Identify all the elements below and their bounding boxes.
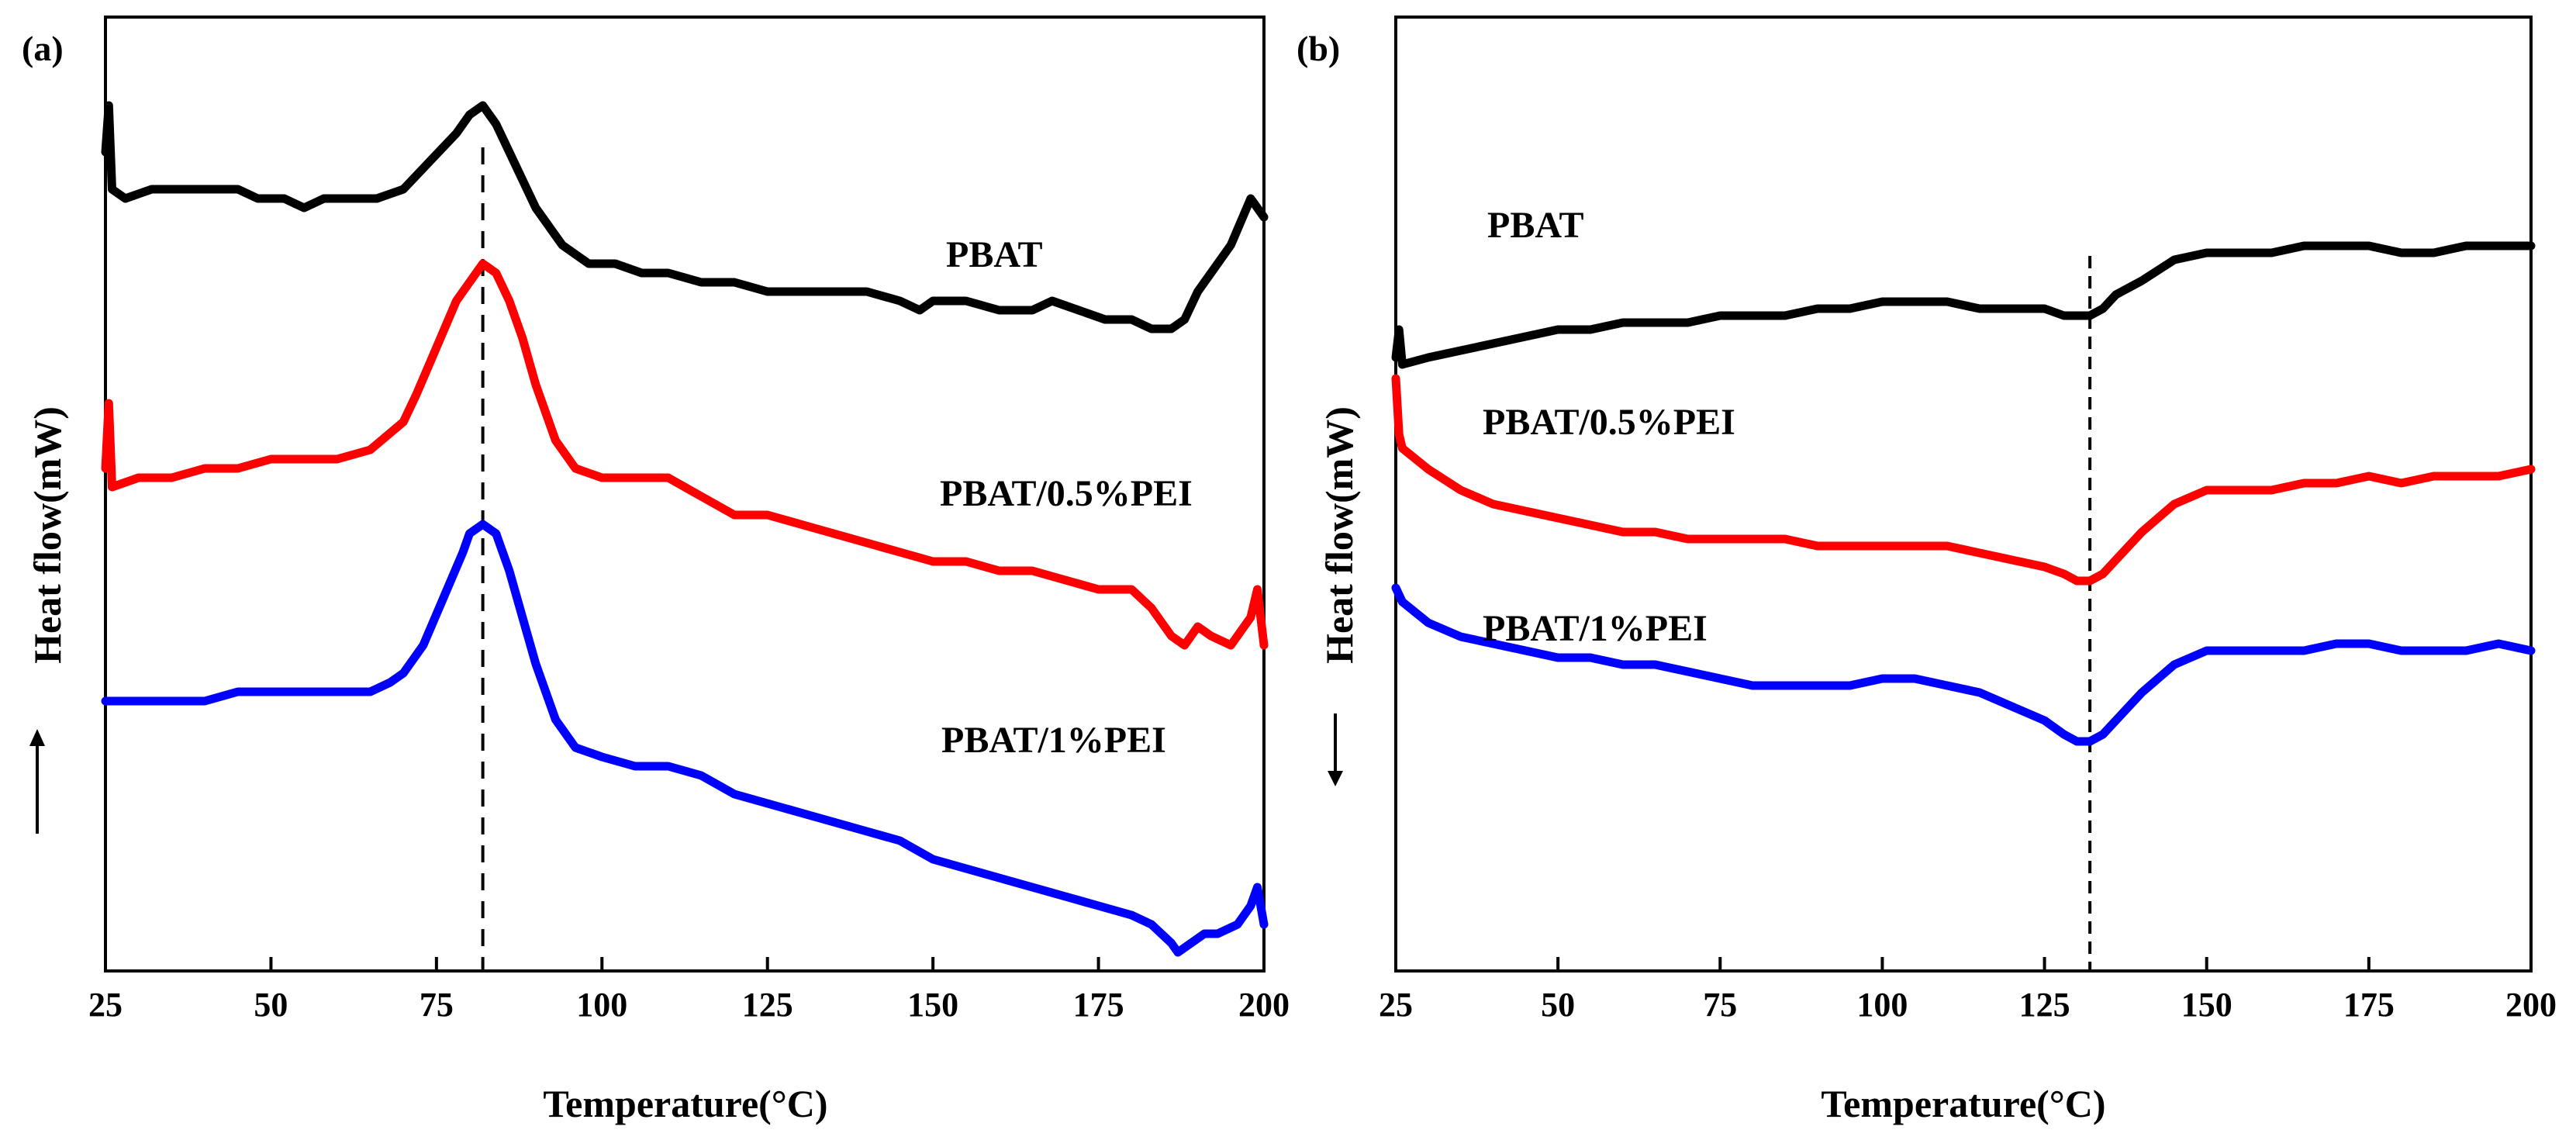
y-axis-arrow-down-icon	[1328, 713, 1343, 786]
series-label-pbat-1pei-b: PBAT/1%PEI	[1483, 608, 1708, 649]
y-axis-label-b: Heat flow(mW)	[1317, 406, 1361, 664]
x-tick-label-a: 75	[420, 986, 454, 1024]
series-label-pbat-a: PBAT	[946, 234, 1042, 275]
series-label-pbat-b: PBAT	[1487, 205, 1583, 246]
series-line-pbat-1-pei-b	[1391, 583, 2536, 746]
x-tick-label-b: 50	[1541, 986, 1575, 1024]
x-tick-label-b: 125	[2019, 986, 2070, 1024]
x-tick-label-a: 100	[576, 986, 627, 1024]
series-label-pbat-05pei-a: PBAT/0.5%PEI	[940, 473, 1193, 514]
curves-b	[1391, 241, 2536, 746]
series-line-pbat-b	[1391, 241, 2536, 369]
x-tick-label-b: 200	[2505, 986, 2557, 1024]
x-tick-label-a: 125	[742, 986, 793, 1024]
x-tick-label-b: 25	[1379, 986, 1413, 1024]
series-line-pbat-a	[101, 101, 1269, 333]
x-tick-label-a: 175	[1073, 986, 1124, 1024]
x-tick-label-a: 200	[1238, 986, 1290, 1024]
x-tick-label-b: 175	[2343, 986, 2395, 1024]
series-line-pbat-0-5-pei-b	[1391, 374, 2536, 586]
series-line-pbat-1-pei-a	[101, 520, 1269, 957]
panel-b: (b) Heat flow(mW) 25 50 75 100 125 150 175 200 …	[1297, 16, 2557, 1125]
series-line-pbat-0-5-pei-a	[101, 259, 1269, 650]
y-axis-title-a: Heat flow(mW)	[26, 406, 69, 664]
x-tick-label-a: 50	[254, 986, 288, 1024]
plot-frame-a	[104, 16, 1266, 973]
x-axis-label-b: Temperature(°C)	[1821, 1082, 2105, 1125]
x-tick-label-b: 100	[1856, 986, 1908, 1024]
x-tick-label-a: 25	[88, 986, 123, 1024]
curves-a	[101, 101, 1269, 957]
x-tick-label-a: 150	[907, 986, 958, 1024]
x-axis-label-a: Temperature(°C)	[543, 1082, 827, 1125]
x-axis-b: 25 50 75 100 125 150 175 200	[1379, 957, 2557, 1024]
plot-frame-b	[1394, 16, 2533, 973]
panel-label-a: (a)	[22, 29, 64, 68]
series-label-pbat-05pei-b: PBAT/0.5%PEI	[1483, 402, 1735, 443]
x-tick-label-b: 75	[1703, 986, 1737, 1024]
panel-label-b: (b)	[1297, 29, 1340, 68]
y-axis-arrow-up-icon	[29, 729, 45, 834]
x-tick-label-b: 150	[2181, 986, 2232, 1024]
series-label-pbat-1pei-a: PBAT/1%PEI	[941, 720, 1166, 761]
y-axis-title-b: Heat flow(mW)	[1317, 406, 1361, 664]
y-axis-label-a: Heat flow(mW)	[26, 406, 69, 664]
panel-a: (a) Heat flow(mW) 25 50 75 100 125 150 175 200 …	[22, 16, 1290, 1125]
x-axis-a: 25 50 75 100 125 150 175 200	[88, 957, 1290, 1024]
